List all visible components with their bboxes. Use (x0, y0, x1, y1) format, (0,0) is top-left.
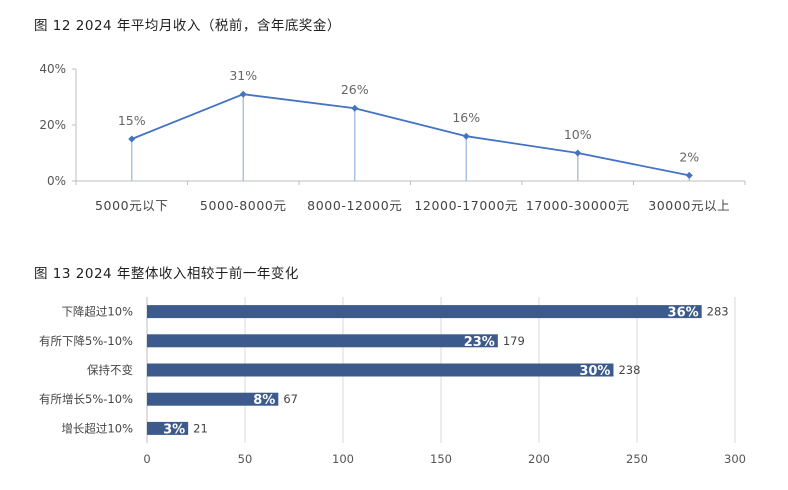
data-label: 31% (229, 68, 257, 83)
data-label: 10% (564, 127, 592, 142)
x-category-label: 30000元以上 (648, 198, 730, 213)
series-line (131, 93, 690, 177)
bar-value-label: 238 (618, 363, 640, 377)
bar (147, 392, 279, 406)
y-category-label: 有所下降5%-10% (39, 334, 133, 348)
x-tick-label: 100 (332, 452, 354, 466)
bar-percent-label: 23% (464, 335, 495, 350)
bar-percent-label: 36% (668, 306, 699, 321)
bar-percent-label: 3% (163, 422, 185, 437)
y-tick-label: 20% (39, 118, 66, 132)
y-category-label: 保持不变 (87, 363, 133, 377)
data-point (128, 135, 136, 143)
x-tick-label: 50 (238, 452, 253, 466)
bar-percent-label: 8% (253, 393, 275, 408)
bar-value-label: 67 (283, 392, 298, 406)
bar (147, 421, 189, 435)
chart-2-title: 图 13 2024 年整体收入相较于前一年变化 (34, 266, 299, 282)
x-category-label: 8000-12000元 (307, 198, 402, 213)
chart-1-title: 图 12 2024 年平均月收入（税前，含年底奖金） (34, 18, 341, 34)
x-tick-label: 150 (430, 452, 452, 466)
y-tick-label: 40% (39, 62, 66, 76)
data-point (351, 104, 359, 112)
data-label: 15% (118, 113, 146, 128)
x-category-label: 12000-17000元 (414, 198, 518, 213)
x-tick-label: 250 (626, 452, 648, 466)
data-point (685, 171, 693, 179)
bar (147, 334, 498, 348)
y-category-label: 增长超过10% (61, 421, 133, 435)
bar (147, 305, 702, 319)
data-label: 26% (341, 82, 369, 97)
data-point (239, 90, 247, 98)
line-chart: 0% 20% 40% 15% 31% 26% 16% 10% 2% 5000元以下 5000-800… (39, 62, 746, 213)
bar-value-label: 283 (707, 305, 729, 319)
y-tick-label: 0% (47, 174, 66, 188)
x-category-label: 5000-8000元 (200, 198, 287, 213)
y-category-label: 有所增长5%-10% (39, 392, 133, 406)
bar-value-label: 179 (503, 334, 525, 348)
x-category-label: 5000元以下 (95, 198, 169, 213)
data-point (574, 149, 582, 157)
x-category-label: 17000-30000元 (526, 198, 630, 213)
x-tick-label: 0 (143, 452, 150, 466)
x-tick-label: 300 (724, 452, 746, 466)
bar (147, 363, 614, 377)
x-tick-label: 200 (528, 452, 550, 466)
bar-percent-label: 30% (579, 364, 610, 379)
data-label: 2% (679, 149, 699, 164)
y-category-label: 下降超过10% (61, 305, 133, 319)
data-point (462, 132, 470, 140)
data-label: 16% (452, 110, 480, 125)
bar-value-label: 21 (193, 421, 208, 435)
